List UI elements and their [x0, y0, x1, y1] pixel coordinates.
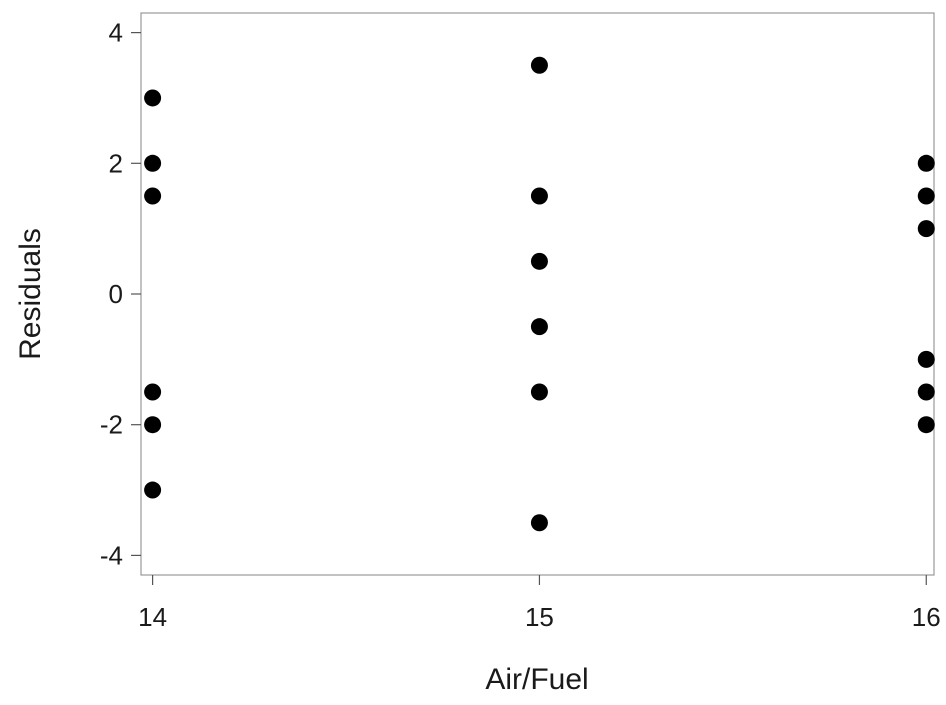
data-point: [144, 481, 162, 499]
data-point: [144, 154, 162, 172]
data-point: [530, 187, 548, 205]
data-point: [530, 514, 548, 532]
x-tick-label: 16: [912, 602, 941, 632]
data-point: [917, 187, 935, 205]
data-point: [144, 416, 162, 434]
data-point: [144, 89, 162, 107]
data-point: [144, 383, 162, 401]
x-tick-label: 15: [525, 602, 554, 632]
data-point: [530, 56, 548, 74]
data-point: [530, 383, 548, 401]
y-tick-label: 0: [109, 279, 123, 309]
data-point: [530, 252, 548, 270]
data-point: [917, 154, 935, 172]
data-point: [917, 416, 935, 434]
x-tick-label: 14: [138, 602, 167, 632]
y-tick-label: 4: [109, 18, 123, 48]
y-tick-label: -2: [100, 410, 123, 440]
y-tick-label: 2: [109, 148, 123, 178]
data-point: [530, 318, 548, 336]
data-points: [144, 56, 935, 532]
plot-area: [140, 12, 935, 576]
data-point: [917, 220, 935, 238]
plot-frame: [140, 12, 935, 576]
data-point: [917, 350, 935, 368]
y-tick-label: -4: [100, 540, 123, 570]
data-point: [144, 187, 162, 205]
y-axis-title: Residuals: [14, 228, 47, 360]
axis-ticks: -4 -2 0 2 4 14 15 16: [100, 18, 941, 632]
data-point: [917, 383, 935, 401]
x-axis-title: Air/Fuel: [485, 663, 588, 696]
